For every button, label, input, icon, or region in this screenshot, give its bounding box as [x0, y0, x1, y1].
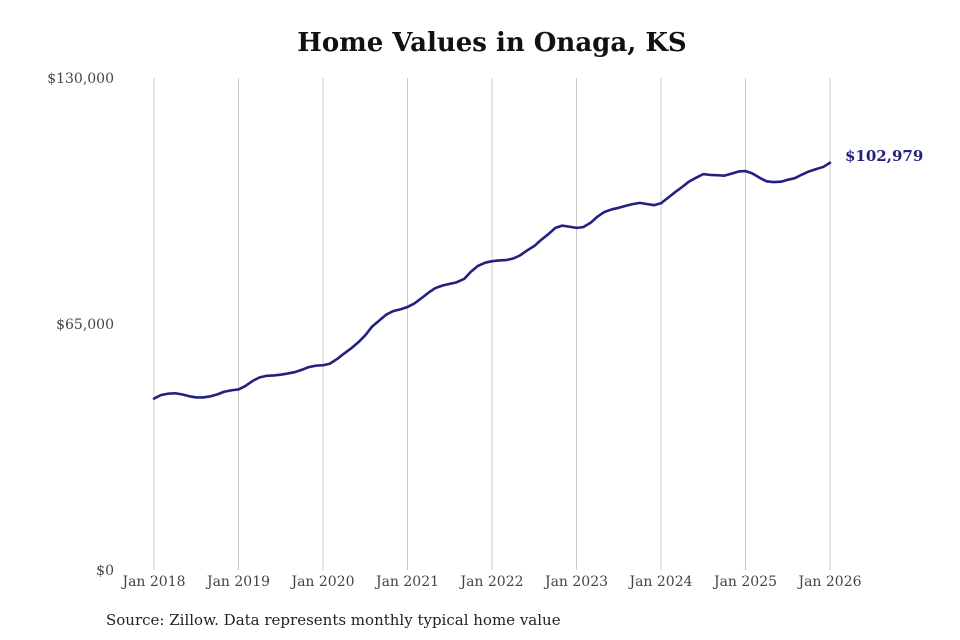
y-tick-label: $130,000	[47, 71, 114, 87]
x-tick-label: Jan 2021	[374, 574, 439, 590]
x-tick-label: Jan 2022	[458, 574, 523, 590]
y-tick-label: $0	[96, 563, 114, 579]
x-axis-tick-labels: Jan 2018 Jan 2019 Jan 2020 Jan 2021 Jan 2022…	[120, 574, 861, 590]
source-note: Source: Zillow. Data represents monthly …	[106, 611, 561, 629]
y-axis-tick-labels: $0 $65,000 $130,000	[47, 71, 114, 579]
x-tick-label: Jan 2020	[289, 574, 354, 590]
y-tick-label: $65,000	[56, 317, 114, 333]
x-tick-label: Jan 2023	[543, 574, 608, 590]
series-layer	[152, 161, 832, 400]
vertical-gridlines	[153, 78, 831, 570]
series-line	[152, 161, 832, 400]
x-tick-label: Jan 2026	[796, 574, 861, 590]
x-tick-label: Jan 2018	[120, 574, 185, 590]
x-tick-label: Jan 2025	[712, 574, 777, 590]
end-value-labels: $102,979	[845, 147, 923, 165]
x-tick-label: Jan 2019	[205, 574, 270, 590]
x-tick-label: Jan 2024	[627, 574, 692, 590]
end-value-label: $102,979	[845, 147, 923, 165]
chart-title: Home Values in Onaga, KS	[297, 28, 687, 58]
